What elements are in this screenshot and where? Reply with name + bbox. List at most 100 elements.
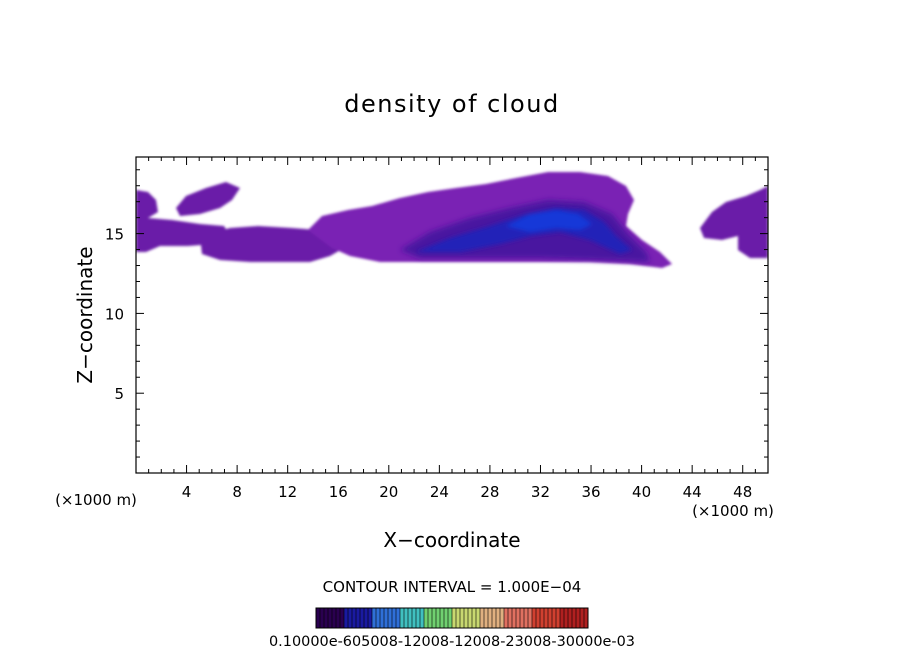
colorbar-swatch [524, 608, 528, 628]
colorbar [315, 607, 589, 629]
colorbar-swatch [576, 608, 580, 628]
colorbar-swatch [372, 608, 376, 628]
colorbar-swatch [472, 608, 476, 628]
x-tick-label: 36 [581, 483, 600, 501]
x-tick-label: 28 [480, 483, 499, 501]
colorbar-swatch [416, 608, 420, 628]
y-tick-label: 10 [105, 305, 124, 323]
colorbar-swatch [388, 608, 392, 628]
colorbar-swatch [348, 608, 352, 628]
colorbar-swatch [408, 608, 412, 628]
cloud-region-core-peak [506, 210, 592, 232]
colorbar-swatch [404, 608, 408, 628]
cloud-region-right-edge [700, 186, 768, 258]
x-unit-right: (×1000 m) [692, 502, 774, 520]
colorbar-swatch [520, 608, 524, 628]
x-tick-labels: 4 8 12 16 20 24 28 32 36 40 44 48 [182, 483, 752, 501]
x-tick-label: 44 [683, 483, 702, 501]
colorbar-swatch [456, 608, 460, 628]
colorbar-swatch [548, 608, 552, 628]
colorbar-swatch [364, 608, 368, 628]
colorbar-swatch [412, 608, 416, 628]
colorbar-swatch [512, 608, 516, 628]
y-axis-label: Z−coordinate [73, 246, 97, 383]
x-unit-left: (×1000 m) [55, 491, 137, 509]
colorbar-swatch [440, 608, 444, 628]
x-tick-label: 16 [329, 483, 348, 501]
colorbar-swatch [316, 608, 320, 628]
colorbar-swatch [572, 608, 576, 628]
x-tick-label: 32 [531, 483, 550, 501]
colorbar-swatch [540, 608, 544, 628]
colorbar-swatch [432, 608, 436, 628]
x-axis-label: X−coordinate [383, 528, 520, 552]
colorbar-swatch [384, 608, 388, 628]
colorbar-swatch [352, 608, 356, 628]
colorbar-swatch [516, 608, 520, 628]
colorbar-swatch [488, 608, 492, 628]
colorbar-swatch [436, 608, 440, 628]
colorbar-swatch [496, 608, 500, 628]
colorbar-swatch [336, 608, 340, 628]
colorbar-swatch [392, 608, 396, 628]
colorbar-swatch [376, 608, 380, 628]
colorbar-tick-labels: 0.10000e-605008-12008-12008-23008-30000e… [269, 634, 635, 650]
colorbar-swatch [428, 608, 432, 628]
colorbar-swatch [368, 608, 372, 628]
colorbar-swatch [400, 608, 404, 628]
colorbar-swatch [584, 608, 588, 628]
colorbar-swatch [420, 608, 424, 628]
x-tick-label: 48 [733, 483, 752, 501]
colorbar-swatch [460, 608, 464, 628]
cloud-field [136, 172, 768, 268]
x-tick-label: 20 [379, 483, 398, 501]
colorbar-swatch [320, 608, 324, 628]
y-tick-label: 15 [105, 226, 124, 244]
colorbar-swatch [532, 608, 536, 628]
colorbar-swatch [424, 608, 428, 628]
colorbar-swatch [476, 608, 480, 628]
chart-title: density of cloud [344, 90, 559, 118]
colorbar-swatch [500, 608, 504, 628]
colorbar-swatch [444, 608, 448, 628]
colorbar-swatch [332, 608, 336, 628]
colorbar-swatch [504, 608, 508, 628]
colorbar-swatch [324, 608, 328, 628]
colorbar-swatch [556, 608, 560, 628]
colorbar-swatch [448, 608, 452, 628]
colorbar-swatch [380, 608, 384, 628]
colorbar-swatch [536, 608, 540, 628]
colorbar-swatch [528, 608, 532, 628]
colorbar-swatch [484, 608, 488, 628]
contour-interval-label: CONTOUR INTERVAL = 1.000E−04 [323, 578, 582, 596]
colorbar-swatch [492, 608, 496, 628]
y-tick-labels: 5 10 15 [105, 226, 124, 404]
x-tick-label: 40 [632, 483, 651, 501]
colorbar-swatch [464, 608, 468, 628]
colorbar-swatch [568, 608, 572, 628]
x-tick-label: 12 [278, 483, 297, 501]
colorbar-swatch [580, 608, 584, 628]
colorbar-swatch [452, 608, 456, 628]
x-tick-label: 24 [430, 483, 449, 501]
colorbar-swatch [356, 608, 360, 628]
x-tick-label: 4 [182, 483, 192, 501]
colorbar-swatch [560, 608, 564, 628]
y-tick-label: 5 [114, 385, 124, 403]
axis-ticks [136, 157, 768, 473]
colorbar-swatch [552, 608, 556, 628]
x-tick-label: 8 [232, 483, 242, 501]
colorbar-swatch [544, 608, 548, 628]
colorbar-swatch [396, 608, 400, 628]
colorbar-swatch [360, 608, 364, 628]
cloud-region-left-upper-band [176, 182, 240, 216]
colorbar-swatch [328, 608, 332, 628]
colorbar-swatch [340, 608, 344, 628]
colorbar-swatch [564, 608, 568, 628]
cloud-region-mid-left [200, 226, 344, 262]
colorbar-swatch [344, 608, 348, 628]
colorbar-swatch [468, 608, 472, 628]
colorbar-swatch [480, 608, 484, 628]
colorbar-swatch [508, 608, 512, 628]
